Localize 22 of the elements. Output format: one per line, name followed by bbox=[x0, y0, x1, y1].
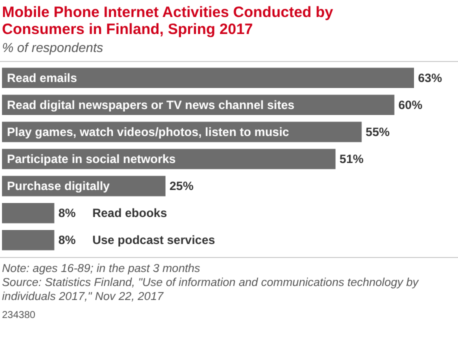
bar bbox=[2, 68, 414, 88]
data-label: 8% bbox=[58, 206, 76, 220]
data-label: 51% bbox=[340, 152, 364, 166]
chart-subtitle: % of respondents bbox=[0, 38, 458, 62]
data-label: 63% bbox=[418, 70, 442, 85]
y-tick-label: Read emails bbox=[7, 70, 78, 85]
y-tick-label: Purchase digitally bbox=[7, 179, 110, 194]
y-tick-label: Participate in social networks bbox=[7, 152, 176, 166]
bar bbox=[2, 202, 54, 224]
data-label: 60% bbox=[398, 98, 423, 112]
data-label: 25% bbox=[169, 179, 194, 194]
y-tick-label: Read ebooks bbox=[92, 206, 168, 220]
data-label: 55% bbox=[366, 124, 390, 139]
bar bbox=[2, 230, 54, 250]
text: 234380 bbox=[1, 309, 36, 321]
data-label: 8% bbox=[58, 233, 76, 248]
y-tick-label: Read digital newspapers or TV news channel sites bbox=[7, 98, 295, 112]
y-tick-label: Play games, watch videos/photos, listen to music bbox=[7, 124, 290, 139]
source-note: Source: Statistics Finland, "Use of information and communications technology by individuals 2017," Nov 22, 2017 bbox=[2, 276, 420, 304]
text: Note: ages 16-89; in the past 3 months bbox=[2, 262, 202, 276]
y-tick-label: Use podcast services bbox=[92, 233, 216, 248]
chart-title: Mobile Phone Internet Activities Conducted by Consumers in Finland, Spring 2017 bbox=[1, 3, 334, 38]
